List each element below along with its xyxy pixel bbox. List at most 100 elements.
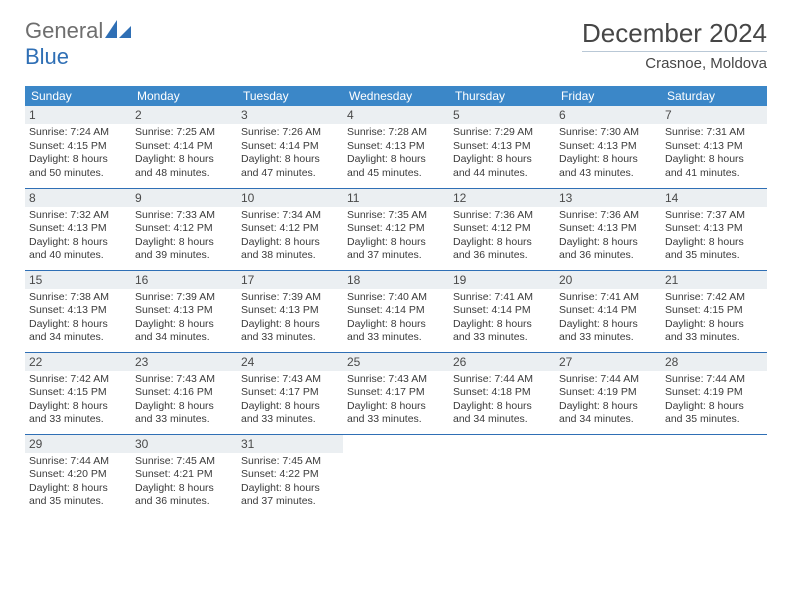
daylight-line: Daylight: 8 hours and 36 minutes. bbox=[135, 482, 214, 508]
calendar-cell: 3Sunrise: 7:26 AMSunset: 4:14 PMDaylight… bbox=[237, 106, 343, 188]
daylight-line: Daylight: 8 hours and 48 minutes. bbox=[135, 153, 214, 179]
sunset-line: Sunset: 4:15 PM bbox=[29, 140, 107, 152]
sunset-line: Sunset: 4:13 PM bbox=[29, 222, 107, 234]
calendar-row: 29 Sunrise: 7:44 AMSunset: 4:20 PMDayligh… bbox=[25, 434, 767, 516]
day-details: Sunrise: 7:30 AMSunset: 4:13 PMDaylight:… bbox=[559, 126, 657, 181]
day-details: Sunrise: 7:39 AMSunset: 4:13 PMDaylight:… bbox=[241, 291, 339, 346]
calendar-cell bbox=[555, 434, 661, 516]
sunset-line: Sunset: 4:13 PM bbox=[559, 140, 637, 152]
daylight-line: Daylight: 8 hours and 35 minutes. bbox=[665, 400, 744, 426]
calendar-cell: 6 Sunrise: 7:30 AMSunset: 4:13 PMDaylight… bbox=[555, 106, 661, 188]
day-details: Sunrise: 7:44 AMSunset: 4:20 PMDaylight:… bbox=[29, 455, 127, 510]
daylight-line: Daylight: 8 hours and 33 minutes. bbox=[135, 400, 214, 426]
day-details: Sunrise: 7:26 AMSunset: 4:14 PMDaylight:… bbox=[241, 126, 339, 181]
title-block: December 2024 Crasnoe, Moldova bbox=[582, 18, 767, 72]
calendar-cell: 18 Sunrise: 7:40 AMSunset: 4:14 PM Dayligh… bbox=[343, 270, 449, 352]
calendar-cell: 19Sunrise: 7:41 AMSunset: 4:14 PMDayligh… bbox=[449, 270, 555, 352]
sunset-line: Sunset: 4:12 PM bbox=[347, 222, 425, 234]
sunset-line: Sunset: 4:13 PM bbox=[665, 222, 743, 234]
sunrise-line: Sunrise: 7:25 AM bbox=[135, 126, 215, 138]
calendar-cell: 7Sunrise: 7:31 AMSunset: 4:13 PMDaylight… bbox=[661, 106, 767, 188]
day-details: Sunrise: 7:33 AMSunset: 4:12 PMDaylight:… bbox=[135, 209, 233, 264]
sunrise-line: Sunrise: 7:44 AM bbox=[453, 373, 533, 385]
sunset-line: Sunset: 4:15 PM bbox=[29, 386, 107, 398]
sunset-line: Sunset: 4:13 PM bbox=[29, 304, 107, 316]
day-number: 4 bbox=[343, 106, 449, 124]
day-details: Sunrise: 7:45 AMSunset: 4:22 PMDaylight:… bbox=[241, 455, 339, 510]
sunset-line: Sunset: 4:17 PM bbox=[347, 386, 425, 398]
calendar-row: 22Sunrise: 7:42 AMSunset: 4:15 PMDayligh… bbox=[25, 352, 767, 434]
sunset-line: Sunset: 4:17 PM bbox=[241, 386, 319, 398]
logo-text: General Blue bbox=[25, 18, 131, 70]
sunset-line: Sunset: 4:14 PM bbox=[559, 304, 637, 316]
calendar-cell bbox=[343, 434, 449, 516]
daylight-line: Daylight: 8 hours and 35 minutes. bbox=[29, 482, 108, 508]
sunrise-line: Sunrise: 7:35 AM bbox=[347, 209, 427, 221]
weekday-header: Wednesday bbox=[343, 86, 449, 106]
sunrise-line: Sunrise: 7:44 AM bbox=[29, 455, 109, 467]
calendar-cell: 2Sunrise: 7:25 AMSunset: 4:14 PMDaylight… bbox=[131, 106, 237, 188]
day-number: 10 bbox=[237, 189, 343, 207]
daylight-line: Daylight: 8 hours and 44 minutes. bbox=[453, 153, 532, 179]
day-number: 23 bbox=[131, 353, 237, 371]
sunset-line: Sunset: 4:13 PM bbox=[559, 222, 637, 234]
sunrise-line: Sunrise: 7:34 AM bbox=[241, 209, 321, 221]
calendar-cell: 13Sunrise: 7:36 AMSunset: 4:13 PMDayligh… bbox=[555, 188, 661, 270]
sunrise-line: Sunrise: 7:28 AM bbox=[347, 126, 427, 138]
calendar-row: 8 Sunrise: 7:32 AMSunset: 4:13 PMDaylight… bbox=[25, 188, 767, 270]
calendar-cell bbox=[449, 434, 555, 516]
day-details: Sunrise: 7:32 AMSunset: 4:13 PMDaylight:… bbox=[29, 209, 127, 264]
daylight-line: Daylight: 8 hours and 50 minutes. bbox=[29, 153, 108, 179]
day-details: Sunrise: 7:44 AMSunset: 4:18 PMDaylight:… bbox=[453, 373, 551, 428]
day-details: Sunrise: 7:42 AMSunset: 4:15 PMDaylight:… bbox=[665, 291, 763, 346]
day-details: Sunrise: 7:39 AMSunset: 4:13 PMDaylight:… bbox=[135, 291, 233, 346]
sunset-line: Sunset: 4:21 PM bbox=[135, 468, 213, 480]
daylight-line: Daylight: 8 hours and 36 minutes. bbox=[453, 236, 532, 262]
calendar-cell: 9Sunrise: 7:33 AMSunset: 4:12 PMDaylight… bbox=[131, 188, 237, 270]
sunset-line: Sunset: 4:14 PM bbox=[347, 304, 425, 316]
weekday-header: Thursday bbox=[449, 86, 555, 106]
daylight-line: Daylight: 8 hours and 33 minutes. bbox=[665, 318, 744, 344]
day-number: 17 bbox=[237, 271, 343, 289]
day-details: Sunrise: 7:38 AMSunset: 4:13 PMDaylight:… bbox=[29, 291, 127, 346]
day-number: 18 bbox=[343, 271, 449, 289]
day-details: Sunrise: 7:28 AMSunset: 4:13 PMDaylight:… bbox=[347, 126, 445, 181]
daylight-line: Daylight: 8 hours and 35 minutes. bbox=[665, 236, 744, 262]
day-details: Sunrise: 7:43 AMSunset: 4:16 PMDaylight:… bbox=[135, 373, 233, 428]
sunrise-line: Sunrise: 7:39 AM bbox=[135, 291, 215, 303]
day-number: 16 bbox=[131, 271, 237, 289]
day-number: 12 bbox=[449, 189, 555, 207]
day-number: 1 bbox=[25, 106, 131, 124]
logo-text-blue: Blue bbox=[25, 44, 69, 69]
sunset-line: Sunset: 4:12 PM bbox=[135, 222, 213, 234]
calendar-cell: 28Sunrise: 7:44 AMSunset: 4:19 PMDayligh… bbox=[661, 352, 767, 434]
daylight-line: Daylight: 8 hours and 33 minutes. bbox=[347, 318, 426, 344]
day-number: 7 bbox=[661, 106, 767, 124]
weekday-header-row: Sunday Monday Tuesday Wednesday Thursday… bbox=[25, 86, 767, 106]
sunset-line: Sunset: 4:13 PM bbox=[347, 140, 425, 152]
sunrise-line: Sunrise: 7:40 AM bbox=[347, 291, 427, 303]
sunrise-line: Sunrise: 7:36 AM bbox=[559, 209, 639, 221]
sunrise-line: Sunrise: 7:33 AM bbox=[135, 209, 215, 221]
calendar-cell: 31Sunrise: 7:45 AMSunset: 4:22 PMDayligh… bbox=[237, 434, 343, 516]
sunrise-line: Sunrise: 7:44 AM bbox=[665, 373, 745, 385]
day-details: Sunrise: 7:41 AMSunset: 4:14 PMDaylight:… bbox=[559, 291, 657, 346]
day-number: 8 bbox=[25, 189, 131, 207]
calendar-cell: 17 Sunrise: 7:39 AMSunset: 4:13 PMDayligh… bbox=[237, 270, 343, 352]
sunrise-line: Sunrise: 7:31 AM bbox=[665, 126, 745, 138]
day-number: 29 bbox=[25, 435, 131, 453]
day-number: 6 bbox=[555, 106, 661, 124]
sunrise-line: Sunrise: 7:29 AM bbox=[453, 126, 533, 138]
sunrise-line: Sunrise: 7:44 AM bbox=[559, 373, 639, 385]
sunrise-line: Sunrise: 7:39 AM bbox=[241, 291, 321, 303]
calendar-cell: 5Sunrise: 7:29 AMSunset: 4:13 PMDaylight… bbox=[449, 106, 555, 188]
sunrise-line: Sunrise: 7:41 AM bbox=[453, 291, 533, 303]
daylight-line: Daylight: 8 hours and 47 minutes. bbox=[241, 153, 320, 179]
sunset-line: Sunset: 4:13 PM bbox=[453, 140, 531, 152]
day-number: 26 bbox=[449, 353, 555, 371]
daylight-line: Daylight: 8 hours and 43 minutes. bbox=[559, 153, 638, 179]
day-details: Sunrise: 7:37 AMSunset: 4:13 PMDaylight:… bbox=[665, 209, 763, 264]
sunrise-line: Sunrise: 7:24 AM bbox=[29, 126, 109, 138]
weekday-header: Sunday bbox=[25, 86, 131, 106]
logo-text-general: General bbox=[25, 18, 103, 43]
